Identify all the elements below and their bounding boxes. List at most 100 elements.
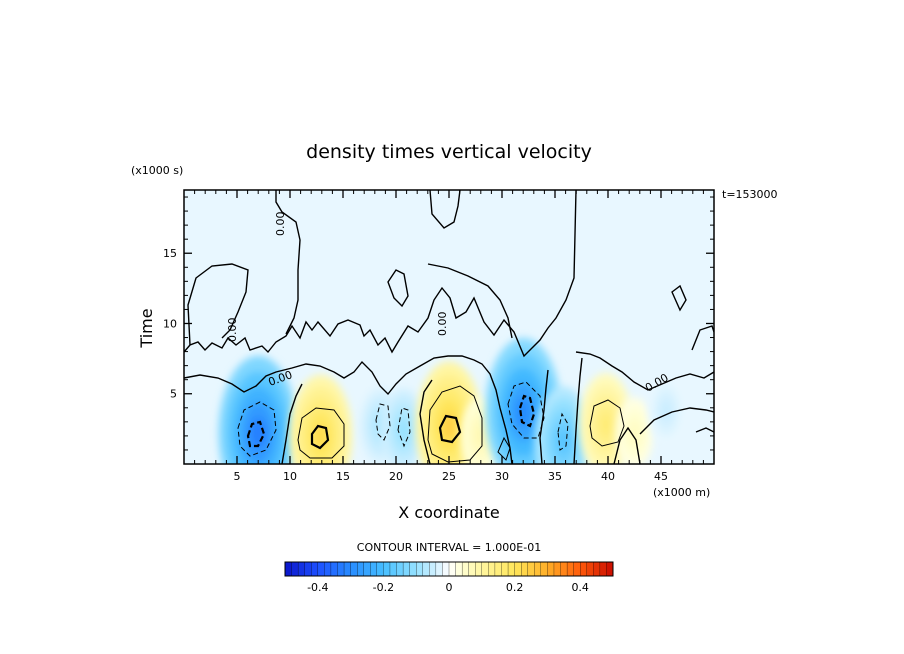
contour-zero: [691, 325, 714, 351]
contour-zero: [419, 379, 433, 464]
contour-negative-strong: [518, 394, 536, 428]
x-tick-label: 10: [283, 470, 297, 483]
colorbar-cell: [461, 561, 470, 577]
colorbar-tick-labels: -0.4 -0.2 0 0.2 0.4: [307, 581, 589, 594]
x-tick-label: 45: [654, 470, 668, 483]
field-blob-layer: [515, 397, 531, 427]
contour-zero: [187, 263, 249, 346]
colorbar-cell: [560, 561, 568, 577]
field-shading: [218, 338, 685, 464]
x-tick-label: 35: [548, 470, 562, 483]
field-blob-layer: [476, 428, 485, 444]
contour-zero: [184, 190, 577, 358]
colorbar-tick-label: -0.2: [373, 581, 394, 594]
colorbar-cell: [514, 561, 522, 577]
colorbar-cell: [337, 561, 345, 577]
contour-zero: [429, 190, 461, 229]
colorbar-cell: [540, 561, 548, 577]
x-tick-label: 25: [442, 470, 456, 483]
colorbar-cell: [350, 561, 358, 577]
colorbar-cell: [409, 561, 417, 577]
colorbar-cell: [586, 561, 594, 577]
contour-label: 0.00: [436, 312, 449, 337]
contour-zero: [695, 427, 714, 433]
colorbar-frame: [284, 561, 614, 577]
contour-zero: [573, 357, 583, 464]
colorbar-cell: [435, 561, 443, 577]
contour-zero: [427, 263, 513, 339]
y-tick-label: 15: [163, 247, 177, 260]
colorbar-cell: [422, 561, 430, 577]
colorbar-cell: [593, 561, 601, 577]
colorbar-cell: [442, 561, 450, 577]
contour-negative: [507, 381, 545, 439]
contour-interval-text: CONTOUR INTERVAL = 1.000E-01: [357, 541, 541, 554]
colorbar-cell: [507, 561, 516, 577]
colorbar-cell: [297, 561, 306, 577]
x-tick-label: 40: [601, 470, 615, 483]
colorbar-cell: [455, 561, 463, 577]
colorbar-cell: [376, 561, 384, 577]
colorbar-cell: [317, 561, 325, 577]
field-blob-layer: [600, 414, 612, 435]
field-blob-layer: [442, 413, 456, 439]
colorbar-cell: [481, 561, 489, 577]
contour-positive-strong: [310, 424, 330, 450]
colorbar-cell: [363, 561, 371, 577]
field-blob: [648, 376, 685, 445]
colorbar-cell: [389, 561, 397, 577]
colorbar-cell: [429, 561, 437, 577]
colorbar-cell: [599, 561, 607, 577]
contour-positive: [427, 385, 483, 463]
x-axis-label: X coordinate: [398, 503, 499, 522]
colorbar-cell: [527, 561, 535, 577]
contour-zero: [281, 383, 303, 464]
contour-label: 0.00: [226, 318, 239, 343]
contour-zero: [639, 407, 714, 435]
contour-label: 0.00: [274, 212, 287, 237]
field-blob: [218, 355, 298, 464]
chart-title: density times vertical velocity: [306, 141, 592, 163]
colorbar-cell: [488, 561, 496, 577]
x-tick-label: 5: [234, 470, 241, 483]
minor-ticks: [184, 190, 714, 464]
contour-zero: [275, 190, 301, 335]
colorbar-cell: [284, 561, 293, 577]
colorbar-cell: [311, 561, 319, 577]
field-blob-layer: [630, 425, 639, 441]
colorbar-cell: [547, 561, 555, 577]
major-ticks: [184, 190, 714, 464]
colorbar-cell: [606, 561, 614, 577]
contour-zero: [539, 369, 549, 464]
colorbar-tick-label: -0.4: [307, 581, 328, 594]
contour-positive-strong: [438, 414, 462, 444]
y-tick-label: 10: [163, 317, 177, 330]
colorbar-tick-label: 0.2: [506, 581, 524, 594]
x-tick-label: 20: [389, 470, 403, 483]
colorbar-cell: [396, 561, 404, 577]
colorbar-tick-label: 0: [446, 581, 453, 594]
colorbar-tick-label: 0.4: [571, 581, 589, 594]
colorbar-cell: [468, 561, 476, 577]
colorbar-cell: [573, 561, 581, 577]
time-stamp: t=153000: [722, 188, 778, 201]
colorbar-cell: [324, 561, 332, 577]
field-blob-layer: [314, 423, 328, 449]
colorbar-cell: [304, 561, 312, 577]
colorbar-cell: [370, 561, 378, 577]
x-tick-label: 15: [336, 470, 350, 483]
plot-area: 0.00 0.00 0.00 0.00 0.00 5 10 15 20 25 30 35 40…: [163, 189, 715, 483]
contour-positive: [297, 407, 345, 459]
field-blob-layer: [399, 421, 408, 439]
contour-negative: [397, 407, 411, 448]
contour-negative: [375, 403, 391, 441]
colorbar-cell: [448, 561, 457, 577]
colorbar-cell: [330, 561, 338, 577]
y-tick-labels: 5 10 15: [163, 247, 177, 401]
field-blob: [615, 397, 654, 464]
contour-negative: [557, 412, 569, 451]
colorbar-cell: [534, 561, 542, 577]
y-axis-label: Time: [137, 308, 156, 348]
colorbar-cell: [416, 561, 424, 577]
